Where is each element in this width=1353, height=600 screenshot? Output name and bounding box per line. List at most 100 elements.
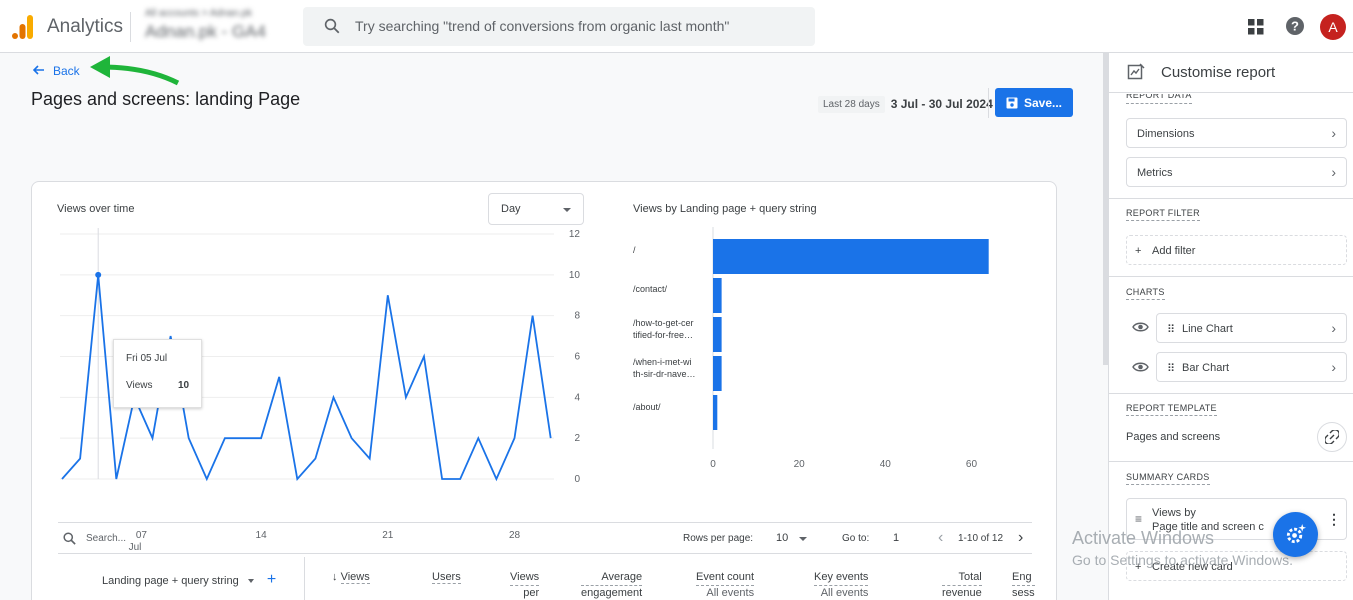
- column-label: Eng: [1012, 570, 1035, 586]
- report-filter-label: REPORT FILTER: [1126, 208, 1200, 221]
- y-tick-label: 8: [574, 311, 580, 322]
- column-sublabel: All events: [706, 587, 755, 599]
- chevron-right-icon: ›: [1331, 125, 1336, 141]
- table-search-input[interactable]: Search...: [86, 533, 127, 544]
- tooltip-metric: Views: [126, 380, 153, 391]
- back-label: Back: [53, 64, 80, 78]
- goto-page-input[interactable]: 1: [893, 532, 900, 544]
- data-point[interactable]: [95, 271, 102, 278]
- divider: [1109, 198, 1353, 199]
- metrics-button[interactable]: Metrics ›: [1126, 157, 1347, 187]
- summary-cards-label: SUMMARY CARDS: [1126, 472, 1210, 485]
- add-dimension-icon[interactable]: +: [266, 571, 277, 588]
- dropdown-caret-icon[interactable]: [799, 537, 807, 541]
- bar[interactable]: [713, 278, 722, 313]
- bar-chart-title: Views by Landing page + query string: [633, 203, 817, 215]
- dropdown-caret-icon[interactable]: [247, 579, 254, 584]
- tooltip-date: Fri 05 Jul: [126, 353, 168, 364]
- x-tick-label: 60: [966, 459, 978, 470]
- avatar[interactable]: A: [1320, 14, 1346, 40]
- line-chart-item[interactable]: ⠿ Line Chart ›: [1156, 313, 1347, 343]
- page-count: 1-10 of 12: [958, 533, 1004, 544]
- tooltip-value: 10: [178, 380, 190, 391]
- account-selector[interactable]: All accounts > Adnan.pk Adnan.pk - GA4: [145, 8, 266, 42]
- scrollbar[interactable]: [1103, 53, 1108, 365]
- dimension-header[interactable]: Landing page + query string +: [102, 572, 276, 589]
- line-chart[interactable]: 12 10 8 6 4 2 0 07 14 21 28 Jul: [32, 222, 592, 552]
- category-label: /how-to-get-cer: [633, 318, 694, 328]
- drag-handle-icon[interactable]: ⠿: [1167, 363, 1176, 375]
- bar[interactable]: [713, 317, 722, 352]
- next-page-icon[interactable]: ›: [1018, 529, 1024, 546]
- insights-fab[interactable]: [1273, 512, 1318, 557]
- category-label: th-sir-dr-nave…: [633, 369, 696, 379]
- link-off-icon: [1325, 430, 1339, 444]
- charts-label: CHARTS: [1126, 287, 1165, 300]
- bar[interactable]: [713, 395, 718, 430]
- y-tick-label: 2: [574, 433, 580, 444]
- x-tick-label: 21: [382, 530, 394, 541]
- create-card-label: Create new card: [1152, 561, 1233, 573]
- search-icon: [324, 18, 340, 34]
- line-chart-title: Views over time: [57, 203, 135, 215]
- chevron-right-icon: ›: [1331, 320, 1336, 336]
- search-icon: [63, 532, 76, 545]
- dropdown-caret-icon: [563, 208, 571, 212]
- dimensions-label: Dimensions: [1137, 128, 1195, 140]
- bar[interactable]: [713, 356, 722, 391]
- activate-windows-watermark: Activate Windows Go to Settings to activ…: [1072, 528, 1293, 568]
- watermark-line-2: Go to Settings to activate Windows.: [1072, 552, 1293, 568]
- dimensions-button[interactable]: Dimensions ›: [1126, 118, 1347, 148]
- summary-card-item[interactable]: ≡ Views by Page title and screen c ⋮: [1126, 498, 1347, 540]
- bar-chart-label: Bar Chart: [1182, 362, 1230, 374]
- x-tick-label: 28: [509, 530, 521, 541]
- column-sublabel: engagement: [581, 586, 642, 600]
- eye-icon[interactable]: [1132, 361, 1149, 373]
- column-label: Event count: [696, 570, 755, 586]
- bar-chart-item[interactable]: ⠿ Bar Chart ›: [1156, 352, 1347, 382]
- line-chart-label: Line Chart: [1182, 323, 1233, 335]
- search-input[interactable]: Try searching "trend of conversions from…: [355, 18, 730, 34]
- search-bar[interactable]: Try searching "trend of conversions from…: [303, 7, 815, 46]
- column-header-key-events[interactable]: Key events All events: [814, 570, 869, 600]
- rows-per-page-select[interactable]: 10: [776, 532, 789, 544]
- app-title[interactable]: Analytics: [47, 16, 124, 37]
- save-icon: [1006, 97, 1018, 108]
- back-link[interactable]: Back: [32, 64, 80, 78]
- y-tick-label: 10: [569, 270, 581, 281]
- bar-chart[interactable]: / /contact/ /how-to-get-cer tified-for-free…: [627, 227, 1027, 487]
- column-header-total-revenue[interactable]: Total revenue: [942, 570, 982, 600]
- divider: [1109, 276, 1353, 277]
- create-card-button[interactable]: + Create new card: [1126, 551, 1347, 581]
- column-label: Total: [942, 570, 982, 586]
- column-header-engaged-sessions[interactable]: Eng sess: [1012, 570, 1035, 600]
- divider: [1109, 461, 1353, 462]
- plus-icon: +: [1135, 561, 1142, 573]
- granularity-dropdown[interactable]: Day: [488, 193, 584, 225]
- column-sublabel: sess: [1012, 586, 1035, 600]
- x-tick-label: 40: [880, 459, 892, 470]
- more-vert-icon[interactable]: ⋮: [1327, 511, 1341, 527]
- add-filter-button[interactable]: + Add filter: [1126, 235, 1347, 265]
- granularity-value: Day: [501, 203, 521, 215]
- save-button[interactable]: Save...: [995, 88, 1073, 117]
- template-value: Pages and screens: [1126, 431, 1221, 443]
- help-icon[interactable]: ?: [1285, 16, 1305, 36]
- chart-card: Views over time Day 12 10 8 6 4 2 0 07 14 21 28 J…: [31, 181, 1057, 600]
- column-header-event-count[interactable]: Event count All events: [696, 570, 755, 600]
- drag-handle-icon[interactable]: ⠿: [1167, 324, 1176, 336]
- column-header-users[interactable]: Users: [432, 570, 461, 585]
- apps-grid-icon[interactable]: [1248, 19, 1264, 35]
- analytics-logo-icon: [12, 15, 33, 39]
- column-label: Users: [432, 571, 461, 584]
- column-label: Views: [340, 571, 370, 584]
- column-header-average-engagement[interactable]: Average engagement: [581, 570, 643, 600]
- date-range-selector[interactable]: Last 28 days 3 Jul - 30 Jul 2024: [818, 89, 993, 119]
- unlink-template-button[interactable]: [1317, 422, 1347, 452]
- prev-page-icon[interactable]: ‹: [938, 529, 944, 546]
- column-header-views-per-user[interactable]: Views per: [510, 570, 540, 600]
- eye-icon[interactable]: [1132, 321, 1149, 333]
- column-header-views[interactable]: ↓ Views: [332, 570, 370, 585]
- gear-sparkle-icon: [1286, 523, 1307, 544]
- bar[interactable]: [713, 239, 989, 274]
